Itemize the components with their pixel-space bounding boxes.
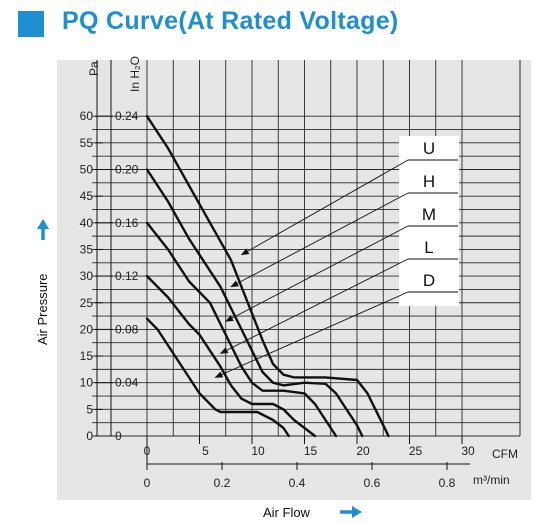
pa-tick-label: 20 bbox=[80, 322, 94, 336]
curve-m bbox=[145, 221, 338, 438]
pa-tick-label: 40 bbox=[80, 216, 94, 230]
curve-h bbox=[145, 168, 364, 438]
curve-u bbox=[145, 115, 390, 438]
pa-tick-label: 10 bbox=[80, 376, 94, 390]
pa-tick-label: 45 bbox=[80, 189, 94, 203]
m3-tick-label: 0.2 bbox=[214, 476, 231, 490]
curve-l bbox=[145, 274, 317, 438]
cfm-tick-label: 10 bbox=[251, 444, 265, 458]
curves bbox=[145, 115, 390, 438]
axes: 051015202530354045505560Pa00.040.080.120… bbox=[80, 56, 518, 490]
legend-label-d: D bbox=[423, 271, 435, 290]
x-axis-title: Air Flow bbox=[263, 505, 311, 520]
legend-label-m: M bbox=[422, 205, 436, 224]
leader-arrow-u bbox=[240, 159, 409, 256]
m3-tick-label: 0.6 bbox=[364, 476, 381, 490]
pa-tick-label: 15 bbox=[80, 349, 94, 363]
title-square-icon bbox=[18, 11, 44, 37]
leader-arrow-l bbox=[219, 258, 409, 354]
pa-tick-label: 60 bbox=[80, 109, 94, 123]
pa-unit-label: Pa bbox=[87, 61, 101, 76]
legend-box bbox=[399, 136, 459, 306]
cfm-tick-label: 30 bbox=[461, 444, 475, 458]
pa-tick-label: 30 bbox=[80, 269, 94, 283]
inh2o-tick-label: 0.04 bbox=[115, 376, 139, 390]
legend-label-h: H bbox=[423, 172, 435, 191]
pa-tick-label: 25 bbox=[80, 296, 94, 310]
leader-arrow-h bbox=[230, 192, 409, 288]
pa-tick-label: 0 bbox=[86, 429, 93, 443]
cfm-tick-label: 5 bbox=[202, 444, 209, 458]
pa-tick-label: 5 bbox=[86, 402, 93, 416]
pa-tick-label: 55 bbox=[80, 136, 94, 150]
legend-label-l: L bbox=[424, 238, 433, 257]
m3-unit-label: m³/min bbox=[473, 473, 510, 487]
inh2o-unit-label: In H₂O bbox=[128, 56, 142, 92]
leader-arrow-d bbox=[214, 291, 409, 378]
y-axis-title: Air Pressure bbox=[35, 273, 50, 345]
inh2o-tick-label: 0.20 bbox=[115, 163, 139, 177]
m3-tick-label: 0.4 bbox=[289, 476, 306, 490]
cfm-tick-label: 20 bbox=[356, 444, 370, 458]
leader-arrow-m bbox=[225, 225, 409, 322]
inh2o-tick-label: 0.24 bbox=[115, 109, 139, 123]
legend-label-u: U bbox=[423, 139, 435, 158]
m3-tick-label: 0.8 bbox=[439, 476, 456, 490]
axis-titles: Air Pressure Air Flow bbox=[35, 219, 362, 520]
inh2o-tick-label: 0.16 bbox=[115, 216, 139, 230]
curve-d bbox=[145, 317, 290, 438]
cfm-tick-label: 15 bbox=[304, 444, 318, 458]
m3-tick-label: 0 bbox=[144, 476, 151, 490]
inh2o-tick-label: 0.08 bbox=[115, 322, 139, 336]
y-title-arrow-head-icon bbox=[37, 219, 49, 229]
cfm-tick-label: 25 bbox=[409, 444, 423, 458]
x-title-arrow-head-icon bbox=[352, 506, 362, 518]
cfm-tick-label: 0 bbox=[144, 444, 151, 458]
inh2o-tick-label: 0 bbox=[115, 429, 122, 443]
inh2o-tick-label: 0.12 bbox=[115, 269, 139, 283]
pa-tick-label: 35 bbox=[80, 242, 94, 256]
cfm-unit-label: CFM bbox=[492, 447, 518, 461]
pa-tick-label: 50 bbox=[80, 163, 94, 177]
chart-title: PQ Curve(At Rated Voltage) bbox=[62, 7, 399, 35]
